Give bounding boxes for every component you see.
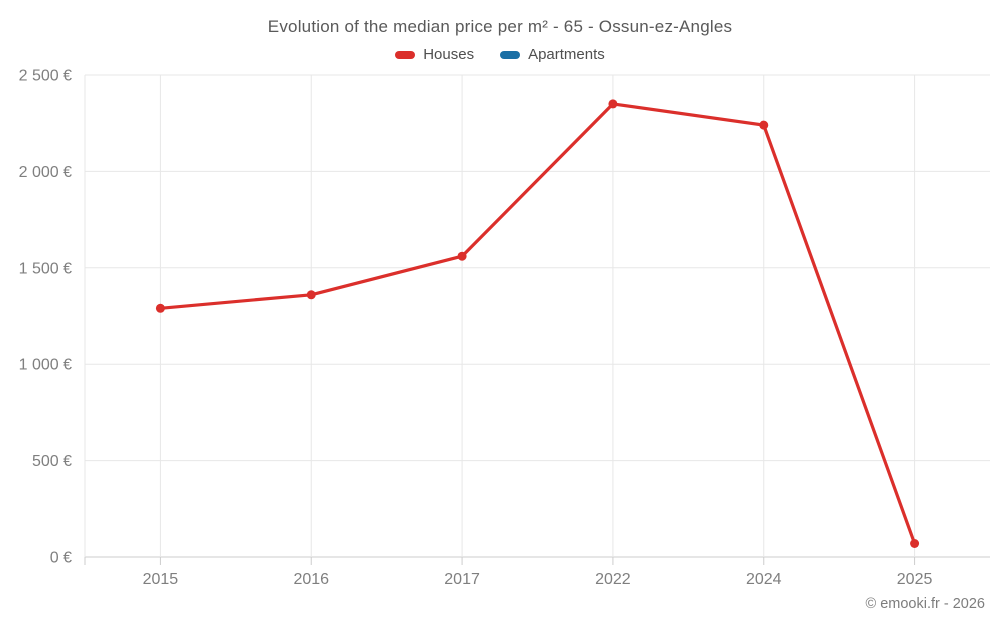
apartments-series-swatch-icon	[500, 50, 521, 59]
y-axis-tick-label: 1 000 €	[19, 357, 72, 374]
data-point-houses-2025[interactable]	[910, 539, 920, 549]
y-axis-tick-label: 2 500 €	[19, 68, 72, 85]
data-point-houses-2015[interactable]	[155, 303, 165, 313]
y-axis-tick-label: 1 500 €	[19, 260, 72, 277]
x-axis-tick-label: 2016	[293, 571, 329, 588]
data-point-houses-2016[interactable]	[306, 290, 316, 300]
y-axis-tick-label: 0 €	[50, 550, 72, 567]
houses-series-swatch-icon	[395, 50, 416, 59]
data-point-houses-2024[interactable]	[759, 120, 769, 130]
legend-item-houses[interactable]: Houses	[395, 46, 474, 63]
x-axis-tick-label: 2015	[143, 571, 179, 588]
x-axis-tick-label: 2024	[746, 571, 782, 588]
chart-title: Evolution of the median price per m² - 6…	[267, 17, 733, 36]
x-axis-tick-label: 2022	[595, 571, 631, 588]
data-point-houses-2017[interactable]	[457, 251, 467, 261]
y-axis-tick-label: 500 €	[32, 453, 72, 470]
legend-item-apartments[interactable]: Apartments	[500, 46, 605, 63]
y-axis-tick-label: 2 000 €	[19, 164, 72, 181]
x-axis-tick-label: 2025	[897, 571, 933, 588]
legend-label-apartments: Apartments	[528, 46, 605, 63]
data-point-houses-2022[interactable]	[608, 99, 618, 109]
footer-credit: © emooki.fr - 2026	[865, 596, 985, 612]
x-axis-tick-label: 2017	[444, 571, 480, 588]
legend-label-houses: Houses	[423, 46, 475, 63]
series-line-houses	[158, 102, 917, 546]
legend: Houses Apartments	[0, 46, 1000, 63]
